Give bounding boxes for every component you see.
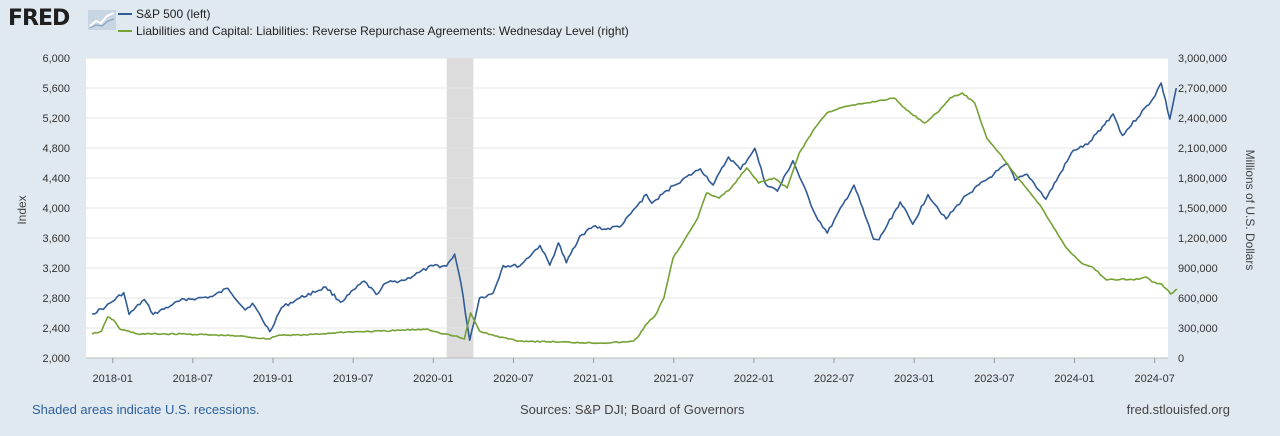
y-left-tick-label: 4,000 [42, 203, 70, 215]
y-axis-right: 0 300,000 600,000 900,000 1,200,000 1,500,000… [1178, 53, 1227, 365]
legend-item-rrp[interactable]: Liabilities and Capital: Liabilities: Re… [118, 23, 629, 40]
y-axis-left: 2,000 2,400 2,800 3,200 3,600 4,000 4,400 4,800… [42, 53, 70, 365]
x-tick-label: 2020-01 [413, 373, 453, 385]
legend-item-sp500[interactable]: S&P 500 (left) [118, 6, 629, 23]
y-left-tick-label: 5,600 [42, 83, 70, 95]
chart: 2,000 2,400 2,800 3,200 3,600 4,000 4,400 4,800… [15, 53, 1257, 385]
y-right-tick-label: 2,700,000 [1178, 83, 1227, 95]
x-tick-label: 2019-07 [333, 373, 373, 385]
series-lines [91, 82, 1178, 345]
recession-note: Shaded areas indicate U.S. recessions. [32, 402, 260, 417]
y-right-tick-label: 1,200,000 [1178, 233, 1227, 245]
y-right-tick-label: 2,400,000 [1178, 113, 1227, 125]
x-axis: 2018-01 2018-07 2019-01 2019-07 2020-01 2020-… [86, 357, 1175, 385]
y-right-tick-label: 600,000 [1178, 293, 1218, 305]
y-left-tick-label: 3,200 [42, 263, 70, 275]
site-link[interactable]: fred.stlouisfed.org [1126, 402, 1230, 417]
legend-swatch-sp500 [118, 12, 132, 15]
x-tick-label: 2019-01 [253, 373, 293, 385]
rrp-line[interactable] [91, 92, 1178, 345]
x-tick-label: 2020-07 [493, 373, 533, 385]
sp500-line[interactable] [92, 82, 1178, 342]
sources: Sources: S&P DJI; Board of Governors [520, 402, 745, 417]
y-left-tick-label: 5,200 [42, 113, 70, 125]
legend-label-sp500: S&P 500 (left) [136, 7, 211, 21]
y-left-tick-label: 6,000 [42, 53, 70, 65]
x-tick-label: 2021-01 [573, 373, 613, 385]
x-tick-label: 2023-01 [894, 373, 934, 385]
y-left-tick-label: 3,600 [42, 233, 70, 245]
x-tick-label: 2018-07 [173, 373, 213, 385]
y-left-tick-label: 4,800 [42, 143, 70, 155]
y-right-tick-label: 3,000,000 [1178, 53, 1227, 65]
y-right-tick-label: 900,000 [1178, 263, 1218, 275]
x-tick-label: 2022-07 [814, 373, 854, 385]
chart-line-icon [88, 10, 116, 30]
y-right-tick-label: 300,000 [1178, 323, 1218, 335]
x-tick-label: 2018-01 [93, 373, 133, 385]
y-axis-right-label: Millions of U.S. Dollars [1243, 150, 1257, 271]
legend-swatch-rrp [118, 29, 132, 32]
y-left-tick-label: 2,400 [42, 323, 70, 335]
header: FRED S&P 500 (left) Liabilities and Capi… [8, 4, 1268, 44]
x-tick-label: 2023-07 [974, 373, 1014, 385]
fred-logo[interactable]: FRED [8, 6, 70, 31]
y-right-tick-label: 2,100,000 [1178, 143, 1227, 155]
x-tick-label: 2024-07 [1134, 373, 1174, 385]
legend-label-rrp: Liabilities and Capital: Liabilities: Re… [136, 24, 629, 38]
y-axis-left-label: Index [15, 195, 29, 224]
y-right-tick-label: 1,500,000 [1178, 203, 1227, 215]
y-left-tick-label: 4,400 [42, 173, 70, 185]
y-right-tick-label: 0 [1178, 353, 1184, 365]
x-tick-label: 2021-07 [654, 373, 694, 385]
y-left-tick-label: 2,800 [42, 293, 70, 305]
legend: S&P 500 (left) Liabilities and Capital: … [118, 6, 629, 40]
x-tick-label: 2022-01 [734, 373, 774, 385]
x-tick-label: 2024-01 [1054, 373, 1094, 385]
y-right-tick-label: 1,800,000 [1178, 173, 1227, 185]
y-left-tick-label: 2,000 [42, 353, 70, 365]
